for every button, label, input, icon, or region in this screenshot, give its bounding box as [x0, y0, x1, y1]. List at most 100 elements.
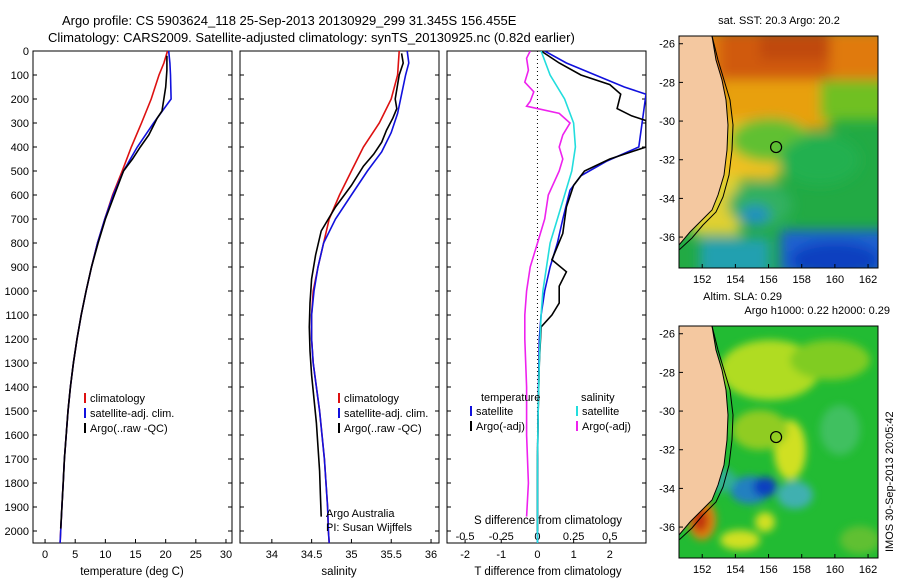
salinity-legend: climatology satellite-adj. clim. Argo(..… — [338, 393, 428, 435]
depth-tick-label: 1900 — [5, 502, 29, 514]
lat-tick-label: -32 — [659, 445, 675, 457]
sst-map-frame — [678, 35, 879, 269]
x-tick-label: 5 — [72, 549, 78, 561]
sla-map-land — [679, 326, 729, 536]
pi-note: PI: Susan Wijffels — [326, 522, 412, 534]
depth-tick-label: 800 — [11, 238, 29, 250]
depth-tick-label: 400 — [11, 142, 29, 154]
legend-t-argo-label: Argo(-adj) — [476, 421, 525, 433]
profile-line-s-argo — [523, 51, 572, 517]
sst-map-title: sat. SST: 20.3 Argo: 20.2 — [718, 15, 840, 27]
s-difference-axis-ticks: -0.5 -0.25 0 0.25 0.5 — [456, 531, 618, 543]
lat-tick-label: -26 — [659, 39, 675, 51]
sla-field — [679, 326, 878, 558]
sla-map-title: Altim. SLA: 0.29 — [703, 291, 782, 303]
legend-climatology-label: climatology — [90, 393, 146, 405]
lon-tick-label: 154 — [726, 564, 744, 576]
legend-s-satellite-swatch — [576, 406, 578, 416]
depth-tick-label: 100 — [11, 70, 29, 82]
legend-t-satellite-label: satellite — [476, 406, 513, 418]
x-tick-label: 10 — [99, 549, 111, 561]
depth-tick-label: 500 — [11, 166, 29, 178]
salinity-profile-lines — [308, 51, 410, 543]
sla-lat-ticks: -26 -28 -30 -32 -34 -36 — [659, 329, 683, 534]
title-line-2: Climatology: CARS2009. Satellite-adjuste… — [48, 30, 575, 45]
s-tick-label: 0.5 — [602, 531, 617, 543]
salinity-panel: 34 34.5 35 35.5 36 salinity climatology sate… — [239, 50, 440, 578]
x-tick-label: 15 — [129, 549, 141, 561]
x-tick-label: 20 — [160, 549, 172, 561]
legend-satellite-label: satellite-adj. clim. — [90, 408, 174, 420]
x-tick-label: -1 — [496, 549, 506, 561]
depth-tick-label: 600 — [11, 190, 29, 202]
profile-line-argo-raw-qc- — [59, 55, 168, 529]
x-tick-label: 36 — [425, 549, 437, 561]
lat-tick-label: -30 — [659, 116, 675, 128]
x-tick-label: 34 — [266, 549, 278, 561]
x-tick-label: 35 — [345, 549, 357, 561]
lon-tick-label: 162 — [859, 564, 877, 576]
legend-satellite-swatch — [84, 408, 86, 418]
temperature-axis-label: temperature (deg C) — [80, 566, 184, 578]
difference-depth-ticks — [447, 50, 646, 532]
title-line-1: Argo profile: CS 5903624_118 25-Sep-2013… — [62, 13, 517, 28]
profile-line-satellite-adj-clim- — [310, 51, 410, 543]
lon-tick-label: 158 — [793, 274, 811, 286]
sst-lon-ticks: 152 154 156 158 160 162 — [693, 264, 877, 286]
lon-tick-label: 160 — [826, 564, 844, 576]
depth-tick-label: 2000 — [5, 526, 29, 538]
depth-tick-label: 900 — [11, 262, 29, 274]
s-tick-label: 0.25 — [563, 531, 584, 543]
x-tick-label: 1 — [571, 549, 577, 561]
sla-map: Altim. SLA: 0.29 Argo h1000: 0.22 h2000:… — [659, 291, 890, 576]
lat-tick-label: -32 — [659, 155, 675, 167]
difference-profile-lines — [523, 51, 646, 543]
legend-s-satellite-label: satellite — [582, 406, 619, 418]
difference-legend: temperature satellite Argo(-adj) salinit… — [470, 392, 631, 433]
x-tick-label: 0 — [534, 549, 540, 561]
lon-tick-label: 162 — [859, 274, 877, 286]
lat-tick-label: -34 — [659, 193, 675, 205]
temperature-legend: climatology satellite-adj. clim. Argo(..… — [84, 393, 174, 435]
x-tick-label: 25 — [190, 549, 202, 561]
depth-tick-label: 300 — [11, 118, 29, 130]
depth-tick-label: 1400 — [5, 382, 29, 394]
sst-shelf-contour — [679, 36, 734, 251]
difference-panel: -2 -1 0 1 2 -0.5 -0.25 0 0.25 0.5 S difference f… — [446, 50, 647, 578]
depth-tick-label: 1700 — [5, 454, 29, 466]
x-tick-label: -2 — [460, 549, 470, 561]
sst-map: sat. SST: 20.3 Argo: 20.2 — [659, 15, 879, 286]
sal-legend-argo-label: Argo(..raw -QC) — [344, 423, 422, 435]
sal-legend-climatology-swatch — [338, 393, 340, 403]
sal-legend-satellite-label: satellite-adj. clim. — [344, 408, 428, 420]
s-tick-label: -0.5 — [456, 531, 475, 543]
profile-line-argo-raw-qc- — [308, 53, 405, 517]
x-tick-label: 34.5 — [301, 549, 322, 561]
salinity-axis-label: salinity — [321, 566, 356, 578]
s-difference-axis-label: S difference from climatology — [474, 515, 622, 527]
lat-tick-label: -34 — [659, 483, 675, 495]
depth-tick-label: 1500 — [5, 406, 29, 418]
imos-credit: IMOS 30-Sep-2013 20:05:42 — [884, 411, 896, 552]
legend-temperature-heading: temperature — [481, 392, 540, 404]
difference-plot-frame — [446, 50, 647, 544]
sst-lat-ticks: -26 -28 -30 -32 -34 -36 — [659, 39, 683, 244]
legend-t-satellite-swatch — [470, 406, 472, 416]
lat-tick-label: -28 — [659, 77, 675, 89]
sla-map-subtitle: Argo h1000: 0.22 h2000: 0.29 — [744, 305, 890, 317]
lat-tick-label: -36 — [659, 232, 675, 244]
sal-legend-satellite-swatch — [338, 408, 340, 418]
temperature-axis-ticks: 0 5 10 15 20 25 30 — [42, 539, 232, 561]
lon-tick-label: 158 — [793, 564, 811, 576]
x-tick-label: 35.5 — [381, 549, 402, 561]
lat-tick-label: -28 — [659, 367, 675, 379]
salinity-depth-ticks — [240, 50, 439, 532]
sal-legend-argo-swatch — [338, 423, 340, 433]
sla-float-marker — [769, 430, 783, 444]
lon-tick-label: 152 — [693, 564, 711, 576]
legend-s-argo-label: Argo(-adj) — [582, 421, 631, 433]
lon-tick-label: 156 — [759, 274, 777, 286]
lon-tick-label: 154 — [726, 274, 744, 286]
sst-map-land — [679, 36, 729, 246]
sla-map-frame — [678, 325, 879, 559]
